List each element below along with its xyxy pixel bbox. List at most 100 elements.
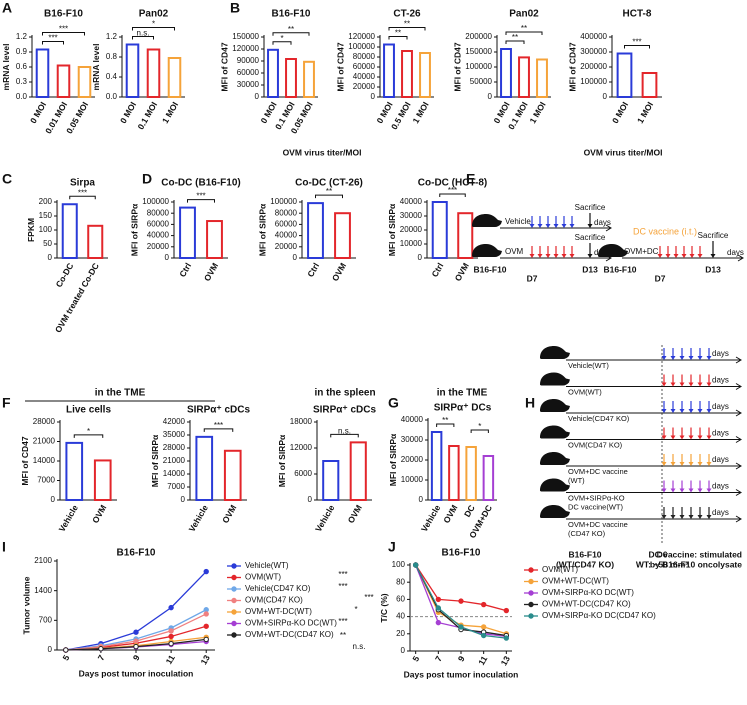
chart-title: SIRPα⁺ cDCs <box>187 405 251 416</box>
data-point <box>168 628 174 634</box>
treatment-arrow-head <box>679 488 685 493</box>
group-label: OVM+DC <box>624 247 659 256</box>
x-tick-label: 1 MOI <box>410 100 430 125</box>
y-tick-label: 0 <box>48 253 53 262</box>
y-tick-label: 50 <box>43 239 52 248</box>
data-point <box>133 638 139 644</box>
legend-label: OVM+SIRPα-KO DC(CD47 KO) <box>542 611 656 620</box>
treatment-arrow-head <box>681 254 687 258</box>
y-axis-label: MFI of SIRPα <box>277 434 287 487</box>
y-tick-label: 1400 <box>34 586 52 595</box>
y-tick-label: 120000 <box>232 44 259 53</box>
note-label: by B16-F10 oncolysate <box>650 559 742 569</box>
axis-word: days <box>712 429 729 438</box>
data-point <box>480 601 487 608</box>
end-label: Sacrifice <box>575 233 606 242</box>
chart-title: B16-F10 <box>44 9 83 20</box>
time-arrow <box>735 489 742 496</box>
panel-letter: A <box>2 0 12 16</box>
y-tick-label: 28000 <box>33 417 56 426</box>
y-tick-label: 0.0 <box>106 92 118 101</box>
stop-label: D13 <box>705 264 721 274</box>
y-tick-label: 30000 <box>237 80 260 89</box>
panel-letter: I <box>2 539 6 555</box>
treatment-arrow-head <box>697 462 703 466</box>
x-tick-label: 0 MOI <box>610 100 630 125</box>
treatment-arrow-head <box>553 224 559 228</box>
treatment-arrow-head <box>670 356 676 360</box>
y-tick-label: 100000 <box>270 197 297 206</box>
time-arrow <box>737 254 744 262</box>
treatment-arrow-head <box>697 515 703 519</box>
data-point <box>503 635 510 641</box>
x-tick-label: 5 <box>410 654 421 663</box>
y-tick-label: 40 <box>396 612 405 621</box>
treatment-arrow-head <box>661 488 667 493</box>
treatment-arrow-head <box>697 409 703 413</box>
bar <box>77 66 92 98</box>
note-label: DC vaccine: stimulated <box>648 549 742 559</box>
y-tick-label: 80000 <box>275 208 298 217</box>
group-label: Vehicle(WT) <box>568 361 609 370</box>
axis-word: days <box>712 402 729 411</box>
mouse-icon <box>540 505 570 518</box>
y-tick-label: 21000 <box>33 437 56 446</box>
y-tick-label: 1.2 <box>106 32 118 41</box>
treatment-arrow-head <box>553 254 559 258</box>
y-tick-label: 0.9 <box>16 47 28 56</box>
mouse-icon <box>540 346 570 359</box>
y-tick-label: 30000 <box>400 211 423 220</box>
chart-title: Live cells <box>66 405 111 416</box>
y-tick-label: 12000 <box>290 443 313 452</box>
treatment-arrow-head <box>661 356 667 360</box>
data-point <box>412 562 419 568</box>
stop-label: D13 <box>582 264 598 274</box>
bar <box>430 431 443 501</box>
treatment-arrow-head <box>688 462 694 466</box>
panel-letter: C <box>2 171 12 187</box>
y-axis-label: T/C (%) <box>379 593 389 622</box>
legend-label: OVM(WT) <box>245 573 281 582</box>
legend-marker <box>528 590 534 596</box>
treatment-arrow-head <box>670 515 676 519</box>
mouse-icon <box>540 399 570 412</box>
chart-title: HCT-8 <box>623 9 652 20</box>
treatment-arrow-head <box>529 224 535 228</box>
legend-marker <box>231 632 237 638</box>
panel-letter: E <box>466 171 475 187</box>
sig-bracket <box>436 423 455 427</box>
y-tick-label: 1.2 <box>16 32 28 41</box>
y-tick-label: 80000 <box>353 52 376 61</box>
bar <box>303 60 315 98</box>
y-tick-label: 14000 <box>33 456 56 465</box>
data-point <box>458 598 464 604</box>
sig-label: *** <box>59 25 68 34</box>
y-tick-label: 60000 <box>275 220 298 229</box>
treat-label: D7 <box>655 273 666 283</box>
sig-label: *** <box>214 421 223 430</box>
chart-title: B16-F10 <box>117 548 156 559</box>
treatment-arrow-head <box>545 254 551 258</box>
y-axis-label: MFI of SIRPα <box>387 203 397 256</box>
data-point <box>203 623 209 629</box>
legend-marker <box>231 597 237 604</box>
sig-label: ** <box>512 33 518 42</box>
bar <box>536 58 548 98</box>
y-tick-label: 100000 <box>580 77 607 86</box>
sig-bracket <box>42 41 64 45</box>
bar <box>322 460 340 501</box>
y-tick-label: 20000 <box>401 455 424 464</box>
end-label: Sacrifice <box>698 231 729 240</box>
x-tick-label: Ctrl <box>429 261 445 279</box>
y-tick-label: 100000 <box>142 197 169 206</box>
data-point <box>133 629 139 635</box>
bar <box>285 58 297 98</box>
y-axis-label: MFI of CD47 <box>20 436 30 485</box>
x-tick-label: OVM <box>346 503 364 525</box>
chart-title: CT-26 <box>393 9 421 20</box>
y-tick-label: 21000 <box>163 456 186 465</box>
mouse-icon <box>472 244 502 257</box>
group-label: OVM+DC vaccine <box>568 520 628 529</box>
start-label: B16-F10 <box>568 549 601 559</box>
panel-letter: H <box>525 395 535 411</box>
